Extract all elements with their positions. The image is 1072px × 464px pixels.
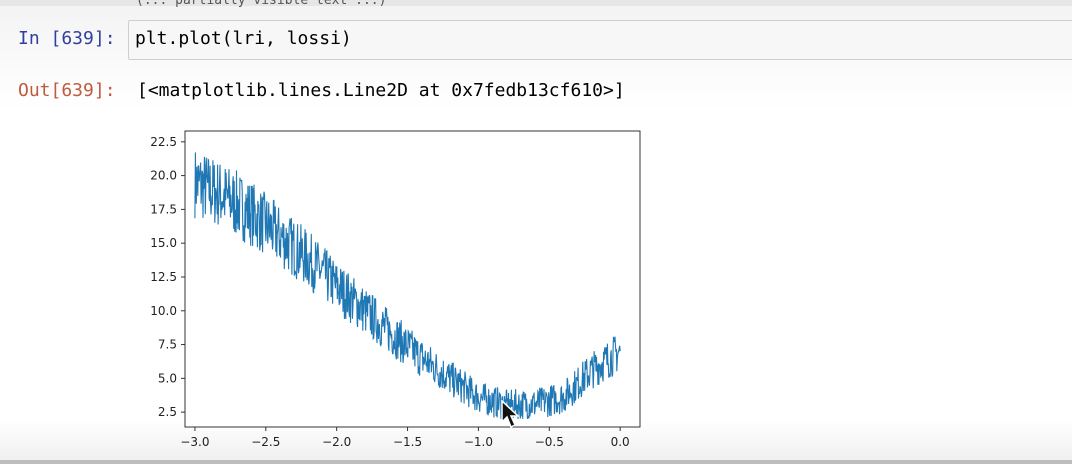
y-tick-label: 10.0	[150, 304, 177, 318]
series-line	[194, 152, 621, 420]
line-chart: 2.5 5.0 7.5 10.0 12.5 15.0 17.5 20.0 22.5 −3.0 −2.…	[150, 130, 641, 449]
previous-output-fragment: (... partially visible text ...)	[136, 0, 387, 8]
top-border	[0, 0, 1072, 6]
x-tick-label: −2.5	[251, 435, 280, 449]
y-tick-label: 15.0	[150, 236, 177, 250]
mouse-cursor-icon	[501, 399, 520, 432]
x-tick-label: −1.0	[464, 435, 493, 449]
x-tick-label: −1.5	[393, 435, 422, 449]
x-tick-label: 0.0	[611, 435, 630, 449]
y-tick-label: 12.5	[150, 270, 177, 284]
plot-output: 2.5 5.0 7.5 10.0 12.5 15.0 17.5 20.0 22.5 −3.0 −2.…	[128, 118, 648, 462]
code-input-area[interactable]: plt.plot(lri, lossi)	[128, 20, 1072, 60]
y-tick-label: 17.5	[150, 202, 177, 216]
output-text: [<matplotlib.lines.Line2D at 0x7fedb13cf…	[137, 80, 625, 101]
x-tick-label: −3.0	[180, 435, 209, 449]
x-tick-label: −0.5	[535, 435, 564, 449]
input-prompt: In [639]:	[18, 28, 116, 49]
y-tick-label: 2.5	[158, 405, 177, 419]
code-text[interactable]: plt.plot(lri, lossi)	[135, 28, 352, 49]
y-tick-label: 7.5	[158, 338, 177, 352]
y-tick-label: 22.5	[150, 135, 177, 149]
y-tick-label: 5.0	[158, 371, 177, 385]
y-tick-label: 20.0	[150, 169, 177, 183]
plot-frame	[184, 130, 641, 428]
x-tick-label: −2.0	[322, 435, 351, 449]
output-prompt: Out[639]:	[18, 80, 116, 101]
bottom-border	[0, 460, 1072, 464]
